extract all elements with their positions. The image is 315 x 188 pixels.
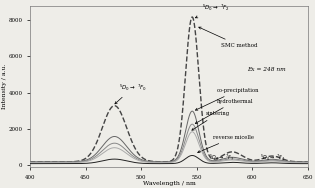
- X-axis label: Wavelength / nm: Wavelength / nm: [142, 181, 195, 186]
- Text: $^5D_0 \rightarrow$ $^7F_2$: $^5D_0 \rightarrow$ $^7F_2$: [195, 3, 230, 18]
- Text: hydrothermal: hydrothermal: [195, 99, 253, 124]
- Text: Ex = 248 nm: Ex = 248 nm: [247, 67, 285, 72]
- Text: $^5D_0 \rightarrow$ $^7F_3$: $^5D_0 \rightarrow$ $^7F_3$: [209, 152, 234, 163]
- Y-axis label: Intensity / a.u.: Intensity / a.u.: [2, 64, 7, 109]
- Text: sintering: sintering: [192, 111, 230, 130]
- Text: co-precipitation: co-precipitation: [195, 88, 259, 110]
- Text: SMC method: SMC method: [199, 27, 258, 48]
- Text: $^5D_0 \rightarrow$ $^7F_4$: $^5D_0 \rightarrow$ $^7F_4$: [260, 152, 285, 163]
- Text: $^5D_0 \rightarrow$ $^7F_0$: $^5D_0 \rightarrow$ $^7F_0$: [115, 83, 147, 104]
- Text: reverse micelle: reverse micelle: [198, 135, 254, 153]
